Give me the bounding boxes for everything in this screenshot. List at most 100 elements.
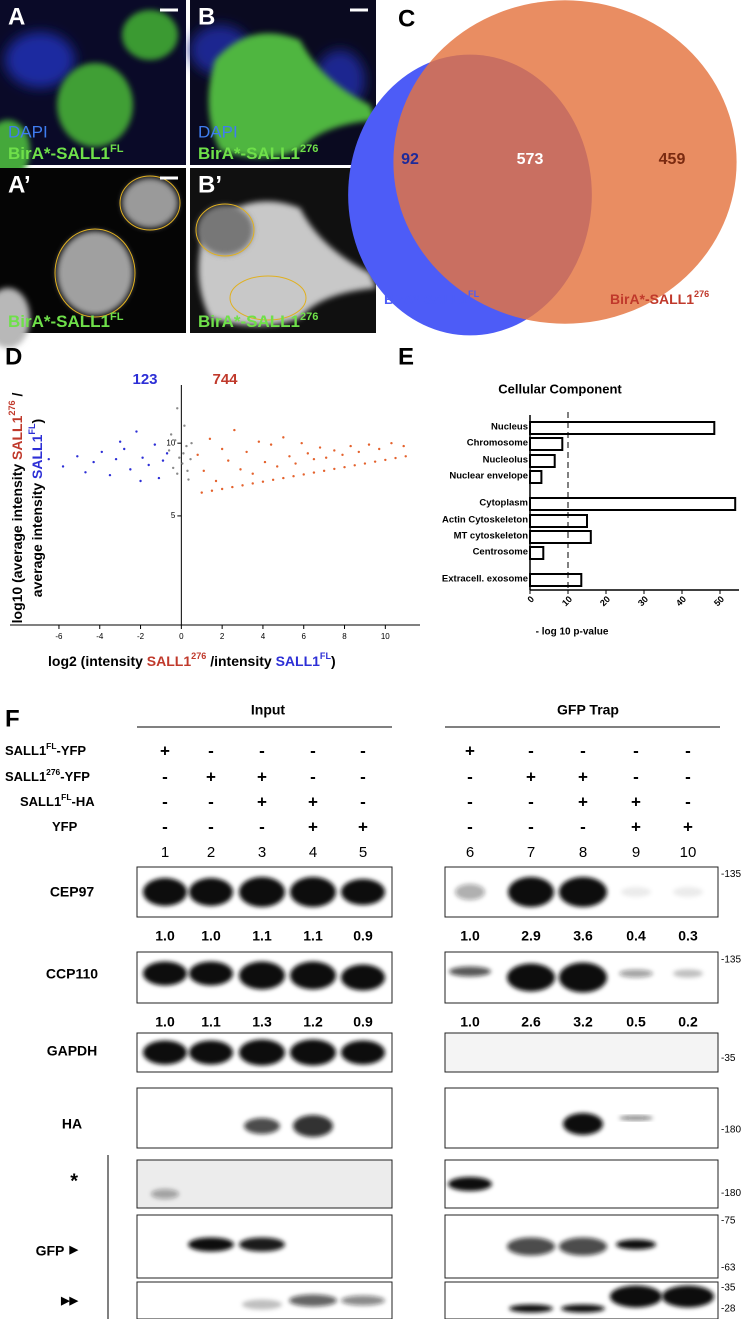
blot-label: GAPDH [47, 1043, 98, 1059]
condition-sign: - [162, 817, 168, 836]
text-part: -YFP [56, 743, 86, 758]
lane-number: 10 [680, 844, 697, 861]
quant-value: 1.0 [460, 928, 480, 944]
size-marker: -63 [721, 1263, 736, 1274]
text-part: YFP [52, 819, 78, 834]
point [123, 447, 126, 451]
point [210, 489, 214, 492]
point [182, 452, 185, 455]
band [239, 877, 285, 907]
band [507, 1237, 555, 1256]
text-part: ) [331, 653, 336, 669]
condition-sign: + [257, 792, 267, 811]
x-tick-label: -4 [96, 632, 104, 641]
condition-sign: - [208, 741, 214, 760]
x-tick-label: 10 [560, 594, 574, 608]
panel-letter: C [398, 5, 415, 32]
text-part: SALL1 [9, 415, 25, 460]
point [378, 447, 381, 451]
band [143, 1040, 187, 1065]
band [189, 1040, 233, 1065]
band [151, 1189, 179, 1199]
condition-sign: - [360, 792, 366, 811]
text-part: SALL1 [276, 653, 321, 669]
band [289, 1294, 337, 1307]
condition-sign: - [685, 767, 691, 786]
text-part: BirA*-SALL1 [610, 291, 694, 307]
band [559, 1237, 607, 1256]
condition-label: YFP [52, 819, 78, 834]
condition-sign: - [310, 767, 316, 786]
band [341, 1040, 385, 1065]
panel-letter: F [5, 705, 20, 732]
category-label: Extracell. exosome [442, 574, 528, 585]
blot-label: CCP110 [46, 966, 98, 982]
venn-count: 459 [659, 151, 686, 168]
condition-sign: - [467, 817, 473, 836]
channel-label: BirA*-SALL1FL [8, 311, 124, 332]
point [129, 468, 132, 471]
point [76, 455, 79, 458]
point [233, 428, 236, 432]
channel-label: BirA*-SALL1FL [8, 143, 124, 164]
x-tick-label: 0 [179, 632, 184, 641]
band [673, 969, 703, 978]
condition-sign: - [208, 817, 214, 836]
band [449, 966, 491, 977]
size-marker: -35 [721, 1283, 736, 1294]
category-label: Nucleolus [483, 455, 528, 466]
quant-value: 2.9 [521, 928, 541, 944]
blot-label: HA [62, 1116, 82, 1132]
point [176, 407, 179, 410]
point [333, 467, 336, 471]
point [231, 485, 234, 489]
point [271, 478, 275, 482]
blot-label: GFP [36, 1243, 65, 1259]
blot-box [136, 1087, 393, 1149]
point [171, 466, 175, 470]
quant-value: 0.2 [678, 1014, 698, 1030]
size-marker: -28 [721, 1304, 736, 1315]
x-tick-label: 8 [342, 632, 347, 641]
point [118, 440, 122, 443]
lane-number: 1 [161, 844, 169, 861]
condition-sign: + [683, 817, 693, 836]
point [153, 443, 157, 446]
size-marker: -135 [721, 954, 741, 965]
condition-sign: - [360, 741, 366, 760]
count-label: 744 [212, 371, 238, 388]
text-part: BirA*-SALL1 [198, 312, 300, 331]
quant-value: 1.2 [303, 1014, 323, 1030]
band [616, 1239, 656, 1250]
point [176, 472, 179, 475]
point [190, 441, 193, 445]
point [322, 469, 326, 473]
panel-letter: A’ [8, 171, 31, 198]
quant-value: 0.5 [626, 1014, 646, 1030]
point [324, 456, 328, 459]
superscript: FL [46, 741, 56, 751]
condition-sign: - [162, 767, 168, 786]
point [292, 475, 295, 478]
band [239, 1039, 285, 1066]
point [404, 455, 407, 458]
point [390, 441, 393, 445]
text-part: BirA*-SALL1 [8, 144, 110, 163]
quant-value: 3.6 [573, 928, 593, 944]
point [200, 491, 203, 494]
text-part: SALL1 [5, 743, 46, 758]
point [363, 462, 367, 465]
point [165, 452, 169, 455]
size-marker: -75 [721, 1216, 736, 1227]
point [353, 464, 356, 467]
point [333, 449, 336, 452]
band [189, 878, 233, 906]
condition-sign: - [467, 792, 473, 811]
band [610, 1285, 662, 1308]
point [141, 456, 144, 459]
point [208, 437, 212, 441]
point [135, 430, 138, 433]
superscript: 276 [191, 651, 206, 661]
condition-sign: + [160, 741, 170, 760]
